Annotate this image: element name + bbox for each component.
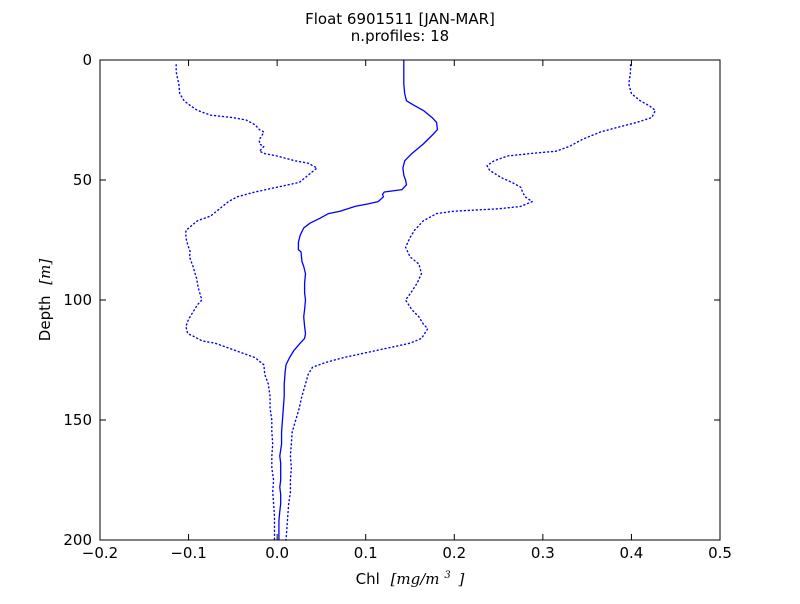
- x-tick-label: 0.2: [442, 544, 466, 562]
- x-tick-label: 0.5: [708, 544, 732, 562]
- profile-upper-bound-line: [285, 64, 657, 541]
- x-axis-label-unit-exp: 3: [444, 570, 450, 581]
- x-tick-label: −0.2: [82, 544, 118, 562]
- chart-title: Float 6901511 [JAN-MAR]: [305, 10, 495, 28]
- x-axis-label-name: Chl: [356, 570, 380, 588]
- x-tick-label: 0.1: [354, 544, 378, 562]
- x-tick-label: 0.0: [265, 544, 289, 562]
- x-axis-label-unit-close: ]: [457, 570, 464, 588]
- y-axis-label-unit: [m]: [36, 259, 54, 285]
- x-axis-label: Chl [mg/m 3 ]: [356, 564, 465, 588]
- y-axis-label: Depth [m]: [36, 259, 54, 342]
- y-tick-label: 150: [63, 411, 92, 429]
- profile-median-line: [278, 60, 439, 540]
- x-tick-label: 0.4: [619, 544, 643, 562]
- y-tick-label: 50: [73, 171, 92, 189]
- x-tick-label: 0.3: [531, 544, 555, 562]
- y-tick-label: 200: [63, 531, 92, 549]
- ticks-layer: −0.2 −0.1 0.0 0.1 0.2 0.3 0.4 0.5 0 50 100 150 200: [63, 51, 732, 562]
- x-axis-label-unit: [mg/m: [391, 570, 440, 588]
- series-layer: [175, 60, 657, 541]
- chart-subtitle: n.profiles: 18: [351, 27, 449, 45]
- y-axis-label-name: Depth: [36, 296, 54, 342]
- y-tick-label: 100: [63, 291, 92, 309]
- y-tick-label: 0: [82, 51, 92, 69]
- x-tick-label: −0.1: [170, 544, 206, 562]
- profile-lower-bound-line: [175, 64, 318, 541]
